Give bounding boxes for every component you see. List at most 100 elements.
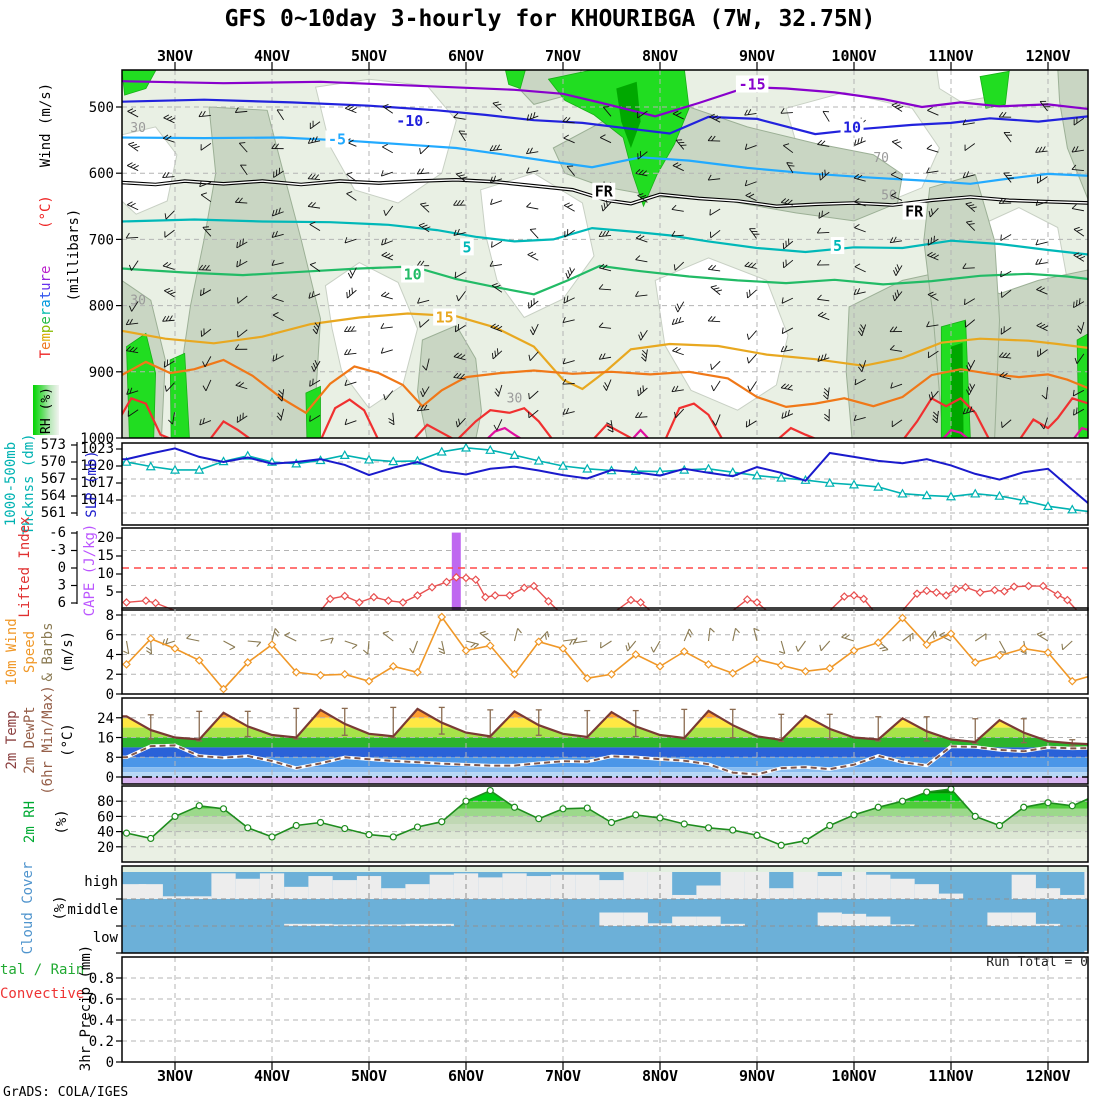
cape-bar — [451, 532, 461, 610]
svg-text:16: 16 — [97, 731, 114, 747]
cloud-panel — [122, 866, 1088, 953]
svg-text:20: 20 — [97, 840, 114, 856]
temp-bands — [122, 708, 1088, 784]
slp-axis-label: SLP (mb) — [84, 450, 100, 518]
upper-air-border — [121, 69, 1089, 439]
temperature-letter: T — [38, 349, 54, 359]
svg-text:-3: -3 — [49, 543, 66, 559]
temp-contour-5 — [122, 218, 1088, 256]
svg-text:0: 0 — [106, 1055, 114, 1071]
li-cape-panel — [122, 528, 1088, 610]
svg-text:564: 564 — [41, 488, 66, 504]
svg-text:6NOV: 6NOV — [448, 1067, 484, 1085]
temperature-letter: a — [38, 299, 54, 308]
svg-text:0.2: 0.2 — [89, 1034, 114, 1050]
cloud-row-high: high — [84, 874, 118, 890]
svg-text:5NOV: 5NOV — [351, 47, 387, 65]
svg-text:1017: 1017 — [80, 475, 114, 491]
barbs-label: & Barbs — [40, 622, 56, 682]
svg-text:10: 10 — [843, 119, 861, 137]
svg-text:12NOV: 12NOV — [1025, 47, 1070, 65]
wind-panel — [122, 608, 1088, 694]
svg-text:30: 30 — [507, 391, 523, 406]
svg-text:-15: -15 — [739, 75, 766, 93]
svg-text:3NOV: 3NOV — [157, 1067, 193, 1085]
convective-label: Convective — [0, 986, 85, 1002]
temperature-letter: u — [38, 282, 54, 291]
slp-panel-border — [121, 442, 1089, 526]
svg-text:80: 80 — [97, 794, 114, 810]
svg-text:573: 573 — [41, 437, 66, 453]
temp2m-label: 2m Temp — [4, 710, 20, 770]
svg-text:0.4: 0.4 — [89, 1013, 114, 1029]
svg-text:30: 30 — [130, 121, 146, 136]
dewpt2m-label: 2m DewPt — [22, 706, 38, 774]
svg-text:1023: 1023 — [80, 441, 114, 457]
svg-text:570: 570 — [41, 454, 66, 470]
temp-contour-25 — [122, 396, 1088, 438]
svg-text:50: 50 — [881, 189, 897, 204]
svg-text:7NOV: 7NOV — [545, 1067, 581, 1085]
degc2-axis-label: (°C) — [60, 723, 76, 757]
svg-text:10: 10 — [97, 566, 114, 582]
svg-text:3: 3 — [58, 577, 66, 593]
svg-text:4: 4 — [106, 648, 114, 664]
wind10m-label-line1: 10m Wind — [4, 618, 20, 686]
svg-text:-6: -6 — [49, 525, 66, 541]
rh-legend-label: RH (%) — [38, 386, 54, 434]
millibars-axis-label: (millibars) — [66, 208, 82, 302]
rh2m-label: 2m RH — [22, 800, 38, 844]
svg-text:561: 561 — [41, 505, 66, 521]
cloud-row-middle: middle — [67, 902, 118, 918]
svg-text:8: 8 — [106, 608, 114, 624]
svg-text:30: 30 — [130, 293, 146, 308]
temperature-letter: e — [38, 265, 54, 275]
wind-speed-line — [122, 615, 1088, 691]
wind10m-label-line2: Speed — [22, 630, 38, 674]
svg-text:60: 60 — [97, 809, 114, 825]
temperature-letter: p — [38, 324, 54, 334]
li-panel-border — [121, 527, 1089, 611]
cape-axis-label: CAPE (J/kg) — [82, 523, 98, 617]
svg-text:6: 6 — [58, 595, 66, 611]
svg-text:0: 0 — [106, 770, 114, 786]
svg-text:40: 40 — [97, 825, 114, 841]
wind-axis-label: Wind (m/s) — [38, 82, 54, 168]
svg-text:2: 2 — [106, 667, 114, 683]
svg-text:-5: -5 — [328, 130, 346, 148]
cloud-panel-border — [121, 865, 1089, 954]
temperature-letter: e — [38, 316, 54, 325]
precip-axis-label: 3hr Precip (mm) — [78, 944, 94, 1072]
svg-text:600: 600 — [89, 166, 114, 182]
svg-text:6NOV: 6NOV — [448, 47, 484, 65]
svg-text:1014: 1014 — [80, 492, 114, 508]
temp-contour--10 — [122, 98, 1088, 136]
slp-thickness-panel — [122, 443, 1088, 525]
svg-text:0: 0 — [106, 687, 114, 703]
temperature-axis-label: Temperature — [38, 266, 54, 359]
svg-text:10NOV: 10NOV — [831, 47, 876, 65]
svg-text:FR: FR — [595, 183, 614, 201]
lifted-index-label: Lifted Index — [17, 516, 33, 618]
minmax-label: (6hr Min/Max) — [40, 685, 56, 795]
ms-axis-label: (m/s) — [60, 630, 76, 674]
upper-air-panel: 30 30 30 70 50 -15 -10 10 -5 5 5 10 15 FR FR — [122, 70, 1088, 438]
svg-text:15: 15 — [97, 548, 114, 564]
surface-barbs — [123, 627, 1073, 655]
wind-panel-border — [121, 607, 1089, 695]
svg-text:9NOV: 9NOV — [739, 1067, 775, 1085]
svg-text:5: 5 — [462, 238, 471, 256]
thickness-label-line1: 1000-500mb — [3, 441, 19, 527]
svg-text:6: 6 — [106, 628, 114, 644]
svg-text:8NOV: 8NOV — [642, 47, 678, 65]
temp-contour-15 — [122, 312, 1088, 391]
svg-text:11NOV: 11NOV — [928, 47, 973, 65]
temp-contour-10 — [122, 264, 1088, 296]
svg-text:20: 20 — [97, 530, 114, 546]
svg-text:3NOV: 3NOV — [157, 47, 193, 65]
svg-text:7NOV: 7NOV — [545, 47, 581, 65]
svg-text:5NOV: 5NOV — [351, 1067, 387, 1085]
rh-panel-border — [121, 785, 1089, 863]
svg-text:1020: 1020 — [80, 458, 114, 474]
